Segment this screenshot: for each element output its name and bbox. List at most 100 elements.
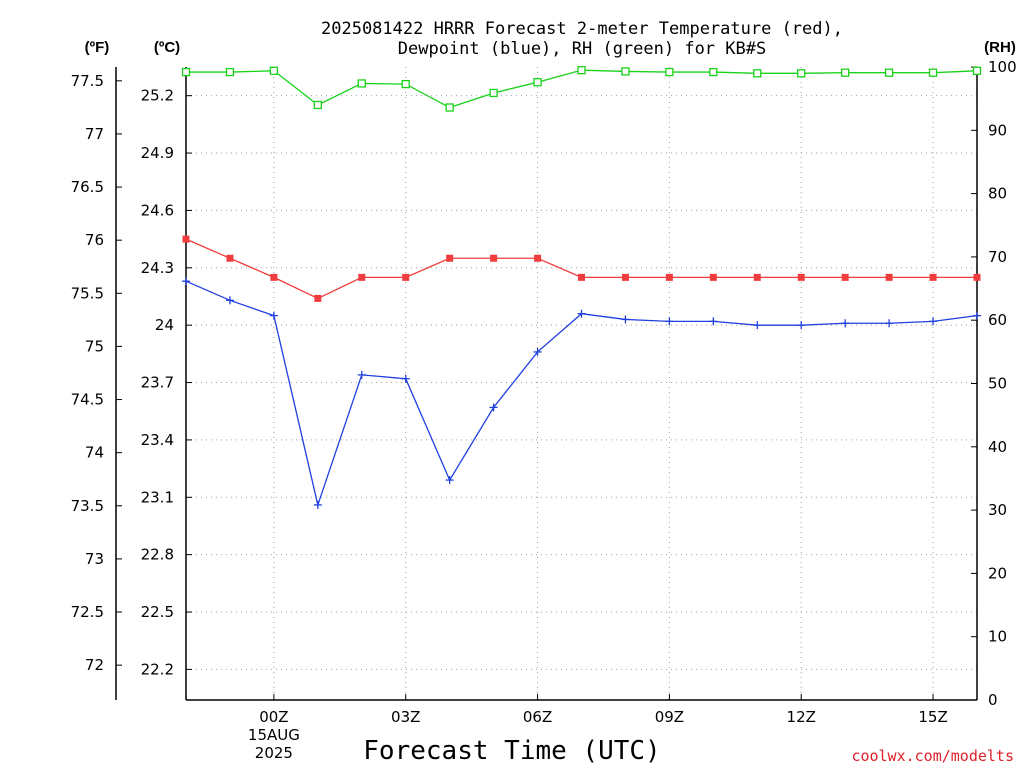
- rh-point: [972, 66, 982, 75]
- temperature-point: [182, 235, 190, 243]
- temperature-point: [973, 273, 981, 281]
- dewpoint-point: [665, 317, 674, 326]
- source-credit: coolwx.com/modelts: [851, 747, 1014, 765]
- x-tick-label: 2025: [255, 744, 293, 762]
- temperature-point: [358, 273, 366, 281]
- celsius-tick-label: 24.6: [141, 201, 174, 219]
- temperature-point: [490, 254, 498, 262]
- rh-point: [884, 68, 894, 77]
- chart-title-line-1: 2025081422 HRRR Forecast 2-meter Tempera…: [321, 19, 843, 39]
- temperature-point: [270, 273, 278, 281]
- rh-point: [709, 67, 718, 77]
- rh-point: [225, 67, 235, 77]
- fahrenheit-unit-label: (ºF): [85, 39, 110, 56]
- dewpoint-point: [753, 321, 762, 330]
- x-tick-label: 15AUG: [248, 726, 300, 744]
- celsius-tick-label: 24: [155, 316, 174, 334]
- rh-tick-label: 90: [988, 121, 1007, 139]
- dewpoint-point: [533, 347, 542, 356]
- temperature-series-line: [185, 238, 977, 300]
- celsius-tick-label: 23.7: [141, 374, 174, 392]
- rh-tick-label: 20: [988, 564, 1007, 582]
- temperature-point: [314, 294, 322, 302]
- temperature-point: [753, 273, 761, 281]
- dewpoint-point: [973, 311, 981, 320]
- celsius-tick-label: 24.3: [141, 259, 174, 277]
- dewpoint-point: [401, 374, 410, 383]
- chart-title-line-2: Dewpoint (blue), RH (green) for KB#S: [398, 39, 766, 59]
- dewpoint-point: [182, 277, 190, 286]
- dewpoint-point: [489, 403, 498, 412]
- celsius-tick-label: 24.9: [141, 144, 174, 162]
- fahrenheit-tick-label: 76.5: [71, 178, 104, 196]
- rh-point: [313, 100, 322, 110]
- celsius-unit-label: (ºC): [154, 39, 180, 56]
- rh-point: [445, 103, 454, 112]
- dewpoint-point: [797, 321, 806, 330]
- celsius-tick-label: 23.4: [141, 431, 174, 449]
- dewpoint-point: [885, 319, 894, 328]
- dewpoint-point: [621, 315, 630, 324]
- dewpoint-point: [357, 370, 366, 379]
- celsius-tick-label: 25.2: [141, 87, 174, 105]
- x-tick-label: 00Z: [259, 708, 288, 726]
- temperature-point: [226, 254, 234, 262]
- fahrenheit-tick-label: 74: [85, 444, 104, 462]
- rh-series-line: [186, 69, 978, 109]
- celsius-tick-label: 22.8: [141, 546, 174, 564]
- dewpoint-point: [269, 311, 278, 320]
- rh-tick-label: 30: [988, 501, 1007, 519]
- celsius-tick-label: 22.5: [141, 603, 174, 621]
- temperature-point: [402, 273, 410, 281]
- dewpoint-point: [225, 296, 234, 305]
- rh-point: [797, 69, 806, 78]
- dewpoint-point: [313, 500, 322, 509]
- temperature-point: [885, 273, 893, 281]
- temperature-point: [446, 254, 454, 262]
- fahrenheit-tick-label: 75.5: [71, 284, 104, 302]
- rh-tick-label: 0: [988, 691, 998, 709]
- temperature-point: [665, 273, 673, 281]
- dewpoint-point: [709, 317, 718, 326]
- temperature-point: [929, 273, 937, 281]
- axes: [115, 66, 978, 701]
- rh-point: [269, 66, 279, 75]
- fahrenheit-tick-label: 73: [85, 550, 104, 568]
- dewpoint-point: [577, 309, 586, 318]
- fahrenheit-tick-label: 75: [85, 337, 104, 355]
- x-tick-label: 12Z: [787, 708, 816, 726]
- rh-point: [489, 88, 498, 98]
- rh-tick-label: 10: [988, 628, 1007, 646]
- rh-point: [533, 78, 542, 87]
- dewpoint-point: [929, 317, 938, 326]
- rh-point: [928, 68, 938, 77]
- fahrenheit-tick-label: 73.5: [71, 497, 104, 515]
- rh-point: [665, 67, 674, 77]
- fahrenheit-tick-label: 77.5: [71, 72, 104, 90]
- tick-labels: 72 72.5 73 73.5 74 74.5 75 75.5 76 76.5 77 77.5 22.2…: [71, 58, 1017, 762]
- rh-tick-label: 70: [988, 248, 1007, 266]
- rh-point: [357, 79, 366, 88]
- temperature-point: [534, 254, 542, 262]
- rh-point: [841, 68, 850, 77]
- temperature-point: [621, 273, 629, 281]
- rh-tick-label: 50: [988, 375, 1007, 393]
- rh-point: [181, 67, 191, 77]
- x-tick-label: 03Z: [391, 708, 420, 726]
- x-tick-label: 15Z: [918, 708, 947, 726]
- rh-point: [577, 66, 586, 75]
- celsius-tick-label: 22.2: [141, 660, 174, 678]
- celsius-tick-label: 23.1: [141, 488, 174, 506]
- gridlines: [186, 67, 977, 700]
- fahrenheit-tick-label: 74.5: [71, 391, 104, 409]
- rh-tick-label: 40: [988, 438, 1007, 456]
- x-tick-label: 09Z: [655, 708, 684, 726]
- temperature-point: [709, 273, 717, 281]
- rh-point: [753, 69, 762, 78]
- x-tick-label: 06Z: [523, 708, 552, 726]
- temperature-point: [797, 273, 805, 281]
- data-series: [181, 66, 982, 509]
- fahrenheit-tick-label: 72: [85, 656, 104, 674]
- dewpoint-point: [841, 319, 850, 328]
